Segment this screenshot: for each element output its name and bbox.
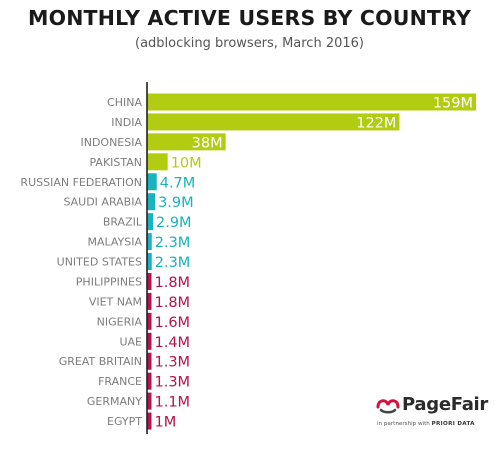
pagefair-logo: PageFair in partnership with PRIORI DATA bbox=[376, 394, 494, 434]
data-label: 38M bbox=[192, 135, 223, 151]
chart-title: MONTHLY ACTIVE USERS BY COUNTRY bbox=[27, 6, 472, 30]
data-label: 1.8M bbox=[155, 275, 191, 291]
category-label: EGYPT bbox=[107, 415, 142, 428]
category-label: CHINA bbox=[107, 96, 142, 109]
category-label: UAE bbox=[119, 335, 142, 348]
data-label: 4.7M bbox=[160, 175, 196, 191]
data-label: 1.6M bbox=[155, 315, 191, 331]
data-label: 1.4M bbox=[155, 335, 191, 351]
category-label: UNITED STATES bbox=[57, 256, 142, 269]
category-label: GREAT BRITAIN bbox=[59, 355, 142, 368]
data-label: 159M bbox=[433, 96, 473, 112]
bar bbox=[147, 272, 152, 290]
category-label: PHILIPPINES bbox=[76, 275, 142, 288]
bar bbox=[147, 392, 152, 410]
data-label: 1.3M bbox=[155, 375, 191, 391]
bar bbox=[147, 213, 154, 231]
data-label: 1M bbox=[155, 415, 177, 431]
category-label: MALAYSIA bbox=[87, 236, 142, 249]
bar bbox=[147, 93, 476, 111]
data-label: 2.3M bbox=[155, 235, 191, 251]
data-label: 1.8M bbox=[155, 295, 191, 311]
pagefair-logo-icon bbox=[376, 399, 400, 414]
category-label: NIGERIA bbox=[97, 315, 143, 328]
data-label: 2.3M bbox=[155, 255, 191, 271]
category-label: RUSSIAN FEDERATION bbox=[20, 176, 142, 189]
bar bbox=[147, 153, 168, 171]
category-label: INDONESIA bbox=[80, 136, 142, 149]
bar bbox=[147, 372, 152, 390]
bar bbox=[147, 173, 157, 191]
data-label: 1.1M bbox=[155, 395, 191, 411]
data-label: 10M bbox=[171, 155, 202, 171]
category-label: GERMANY bbox=[87, 395, 142, 408]
category-label: SAUDI ARABIA bbox=[63, 196, 142, 209]
bar bbox=[147, 412, 152, 430]
partner-credit: in partnership with PRIORI DATA bbox=[377, 421, 475, 427]
bar bbox=[147, 352, 152, 370]
bar bbox=[147, 113, 400, 131]
bar bbox=[147, 193, 156, 211]
data-label: 2.9M bbox=[156, 215, 192, 231]
bar bbox=[147, 312, 152, 330]
category-label: BRAZIL bbox=[103, 216, 143, 229]
chart-subtitle: (adblocking browsers, March 2016) bbox=[135, 36, 364, 51]
bar bbox=[147, 233, 152, 251]
data-label: 3.9M bbox=[158, 195, 194, 211]
bar bbox=[147, 332, 152, 350]
bar bbox=[147, 253, 152, 271]
bar bbox=[147, 133, 226, 151]
data-label: 122M bbox=[356, 115, 396, 131]
category-label: PAKISTAN bbox=[89, 156, 142, 169]
partner-name: PRIORI DATA bbox=[431, 421, 475, 427]
category-label: INDIA bbox=[111, 116, 142, 129]
bar bbox=[147, 292, 152, 310]
category-label: VIET NAM bbox=[89, 295, 142, 308]
pagefair-logo-text: PageFair bbox=[402, 394, 488, 415]
category-label: FRANCE bbox=[98, 375, 142, 388]
partner-prefix: in partnership with bbox=[377, 421, 430, 427]
data-label: 1.3M bbox=[155, 355, 191, 371]
